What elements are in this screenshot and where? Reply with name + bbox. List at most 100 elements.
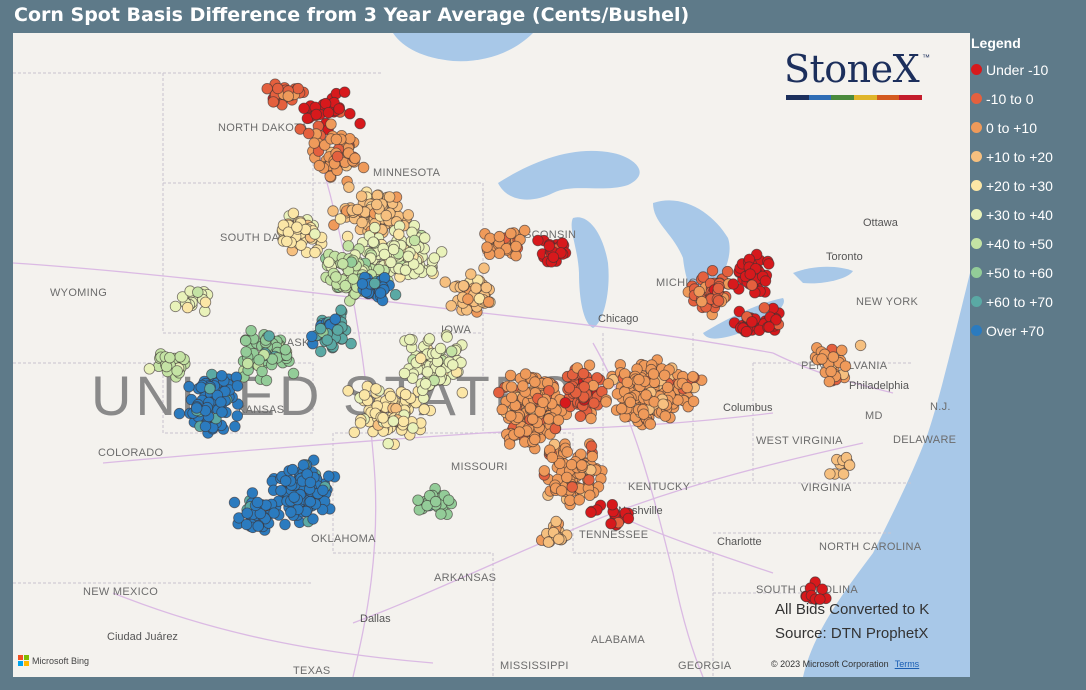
- basis-point[interactable]: [313, 159, 326, 172]
- basis-point[interactable]: [323, 256, 335, 268]
- basis-point[interactable]: [543, 413, 555, 425]
- basis-point[interactable]: [517, 380, 529, 392]
- basis-point[interactable]: [307, 513, 319, 525]
- basis-point[interactable]: [321, 334, 333, 346]
- basis-point[interactable]: [398, 367, 411, 380]
- basis-point[interactable]: [192, 286, 204, 298]
- basis-point[interactable]: [504, 438, 516, 450]
- basis-point[interactable]: [310, 108, 323, 121]
- basis-point[interactable]: [323, 470, 335, 482]
- basis-point[interactable]: [190, 402, 203, 414]
- basis-point[interactable]: [622, 512, 635, 525]
- basis-point[interactable]: [370, 383, 382, 395]
- basis-point[interactable]: [588, 397, 600, 409]
- basis-point[interactable]: [303, 127, 315, 140]
- basis-point[interactable]: [446, 345, 458, 358]
- basis-point[interactable]: [317, 484, 329, 497]
- basis-point[interactable]: [445, 300, 457, 312]
- map-canvas[interactable]: UNITED STATES NORTH DAKOTAMINNESOTASOUTH…: [13, 33, 970, 677]
- basis-point[interactable]: [740, 326, 753, 338]
- legend-item[interactable]: +10 to +20: [971, 142, 1083, 171]
- basis-point[interactable]: [345, 337, 357, 350]
- basis-point[interactable]: [837, 468, 850, 480]
- basis-point[interactable]: [658, 369, 671, 382]
- basis-point[interactable]: [402, 250, 415, 263]
- basis-point[interactable]: [408, 258, 420, 270]
- basis-point[interactable]: [441, 331, 453, 343]
- basis-point[interactable]: [687, 371, 699, 383]
- basis-point[interactable]: [327, 205, 339, 217]
- basis-point[interactable]: [519, 368, 532, 380]
- basis-point[interactable]: [577, 367, 590, 380]
- basis-points[interactable]: [143, 78, 867, 605]
- basis-point[interactable]: [279, 518, 291, 531]
- basis-point[interactable]: [638, 408, 650, 420]
- bing-attribution[interactable]: Microsoft Bing: [18, 655, 89, 666]
- basis-point[interactable]: [279, 344, 292, 356]
- basis-point[interactable]: [854, 339, 867, 352]
- basis-point[interactable]: [288, 491, 300, 503]
- basis-point[interactable]: [493, 386, 505, 399]
- basis-point[interactable]: [357, 161, 370, 174]
- basis-point[interactable]: [659, 410, 672, 422]
- basis-point[interactable]: [578, 381, 590, 393]
- basis-point[interactable]: [566, 481, 578, 493]
- basis-point[interactable]: [543, 240, 556, 252]
- basis-point[interactable]: [574, 410, 587, 423]
- basis-point[interactable]: [341, 230, 354, 243]
- basis-point[interactable]: [349, 152, 361, 165]
- legend-item[interactable]: +20 to +30: [971, 171, 1083, 200]
- basis-point[interactable]: [309, 228, 321, 240]
- legend-item[interactable]: -10 to 0: [971, 84, 1083, 113]
- basis-point[interactable]: [447, 359, 459, 371]
- basis-point[interactable]: [337, 258, 349, 270]
- basis-point[interactable]: [824, 468, 836, 480]
- basis-point[interactable]: [407, 422, 419, 434]
- basis-point[interactable]: [457, 280, 470, 292]
- basis-point[interactable]: [584, 489, 596, 502]
- basis-point[interactable]: [304, 496, 317, 508]
- legend-item[interactable]: +40 to +50: [971, 229, 1083, 258]
- basis-point[interactable]: [546, 451, 559, 464]
- basis-point[interactable]: [298, 102, 310, 115]
- basis-point[interactable]: [387, 243, 400, 256]
- basis-point[interactable]: [331, 150, 344, 163]
- basis-point[interactable]: [399, 264, 412, 276]
- basis-point[interactable]: [435, 508, 447, 520]
- basis-point[interactable]: [712, 282, 725, 295]
- basis-point[interactable]: [759, 275, 772, 287]
- basis-point[interactable]: [816, 583, 829, 595]
- basis-point[interactable]: [524, 402, 537, 414]
- basis-point[interactable]: [287, 367, 300, 380]
- basis-point[interactable]: [356, 216, 368, 229]
- basis-point[interactable]: [348, 426, 361, 439]
- basis-point[interactable]: [231, 380, 244, 392]
- basis-point[interactable]: [339, 86, 351, 98]
- basis-point[interactable]: [644, 418, 657, 430]
- basis-point[interactable]: [561, 446, 574, 458]
- basis-point[interactable]: [583, 474, 595, 486]
- basis-point[interactable]: [282, 90, 295, 102]
- basis-point[interactable]: [240, 346, 252, 358]
- basis-point[interactable]: [291, 221, 303, 233]
- basis-point[interactable]: [657, 398, 669, 410]
- basis-point[interactable]: [770, 314, 782, 326]
- basis-point[interactable]: [687, 395, 700, 408]
- basis-point[interactable]: [555, 485, 568, 497]
- basis-point[interactable]: [493, 230, 506, 243]
- basis-point[interactable]: [378, 248, 391, 261]
- basis-point[interactable]: [605, 518, 617, 530]
- basis-point[interactable]: [385, 390, 397, 403]
- basis-point[interactable]: [373, 263, 385, 276]
- basis-point[interactable]: [334, 213, 347, 225]
- basis-point[interactable]: [385, 256, 397, 269]
- basis-point[interactable]: [315, 345, 327, 358]
- basis-point[interactable]: [322, 106, 335, 119]
- basis-point[interactable]: [439, 276, 451, 288]
- basis-point[interactable]: [721, 265, 734, 278]
- basis-point[interactable]: [272, 82, 284, 95]
- basis-point[interactable]: [456, 387, 469, 399]
- basis-point[interactable]: [462, 293, 474, 305]
- basis-point[interactable]: [505, 381, 518, 393]
- basis-point[interactable]: [241, 507, 253, 519]
